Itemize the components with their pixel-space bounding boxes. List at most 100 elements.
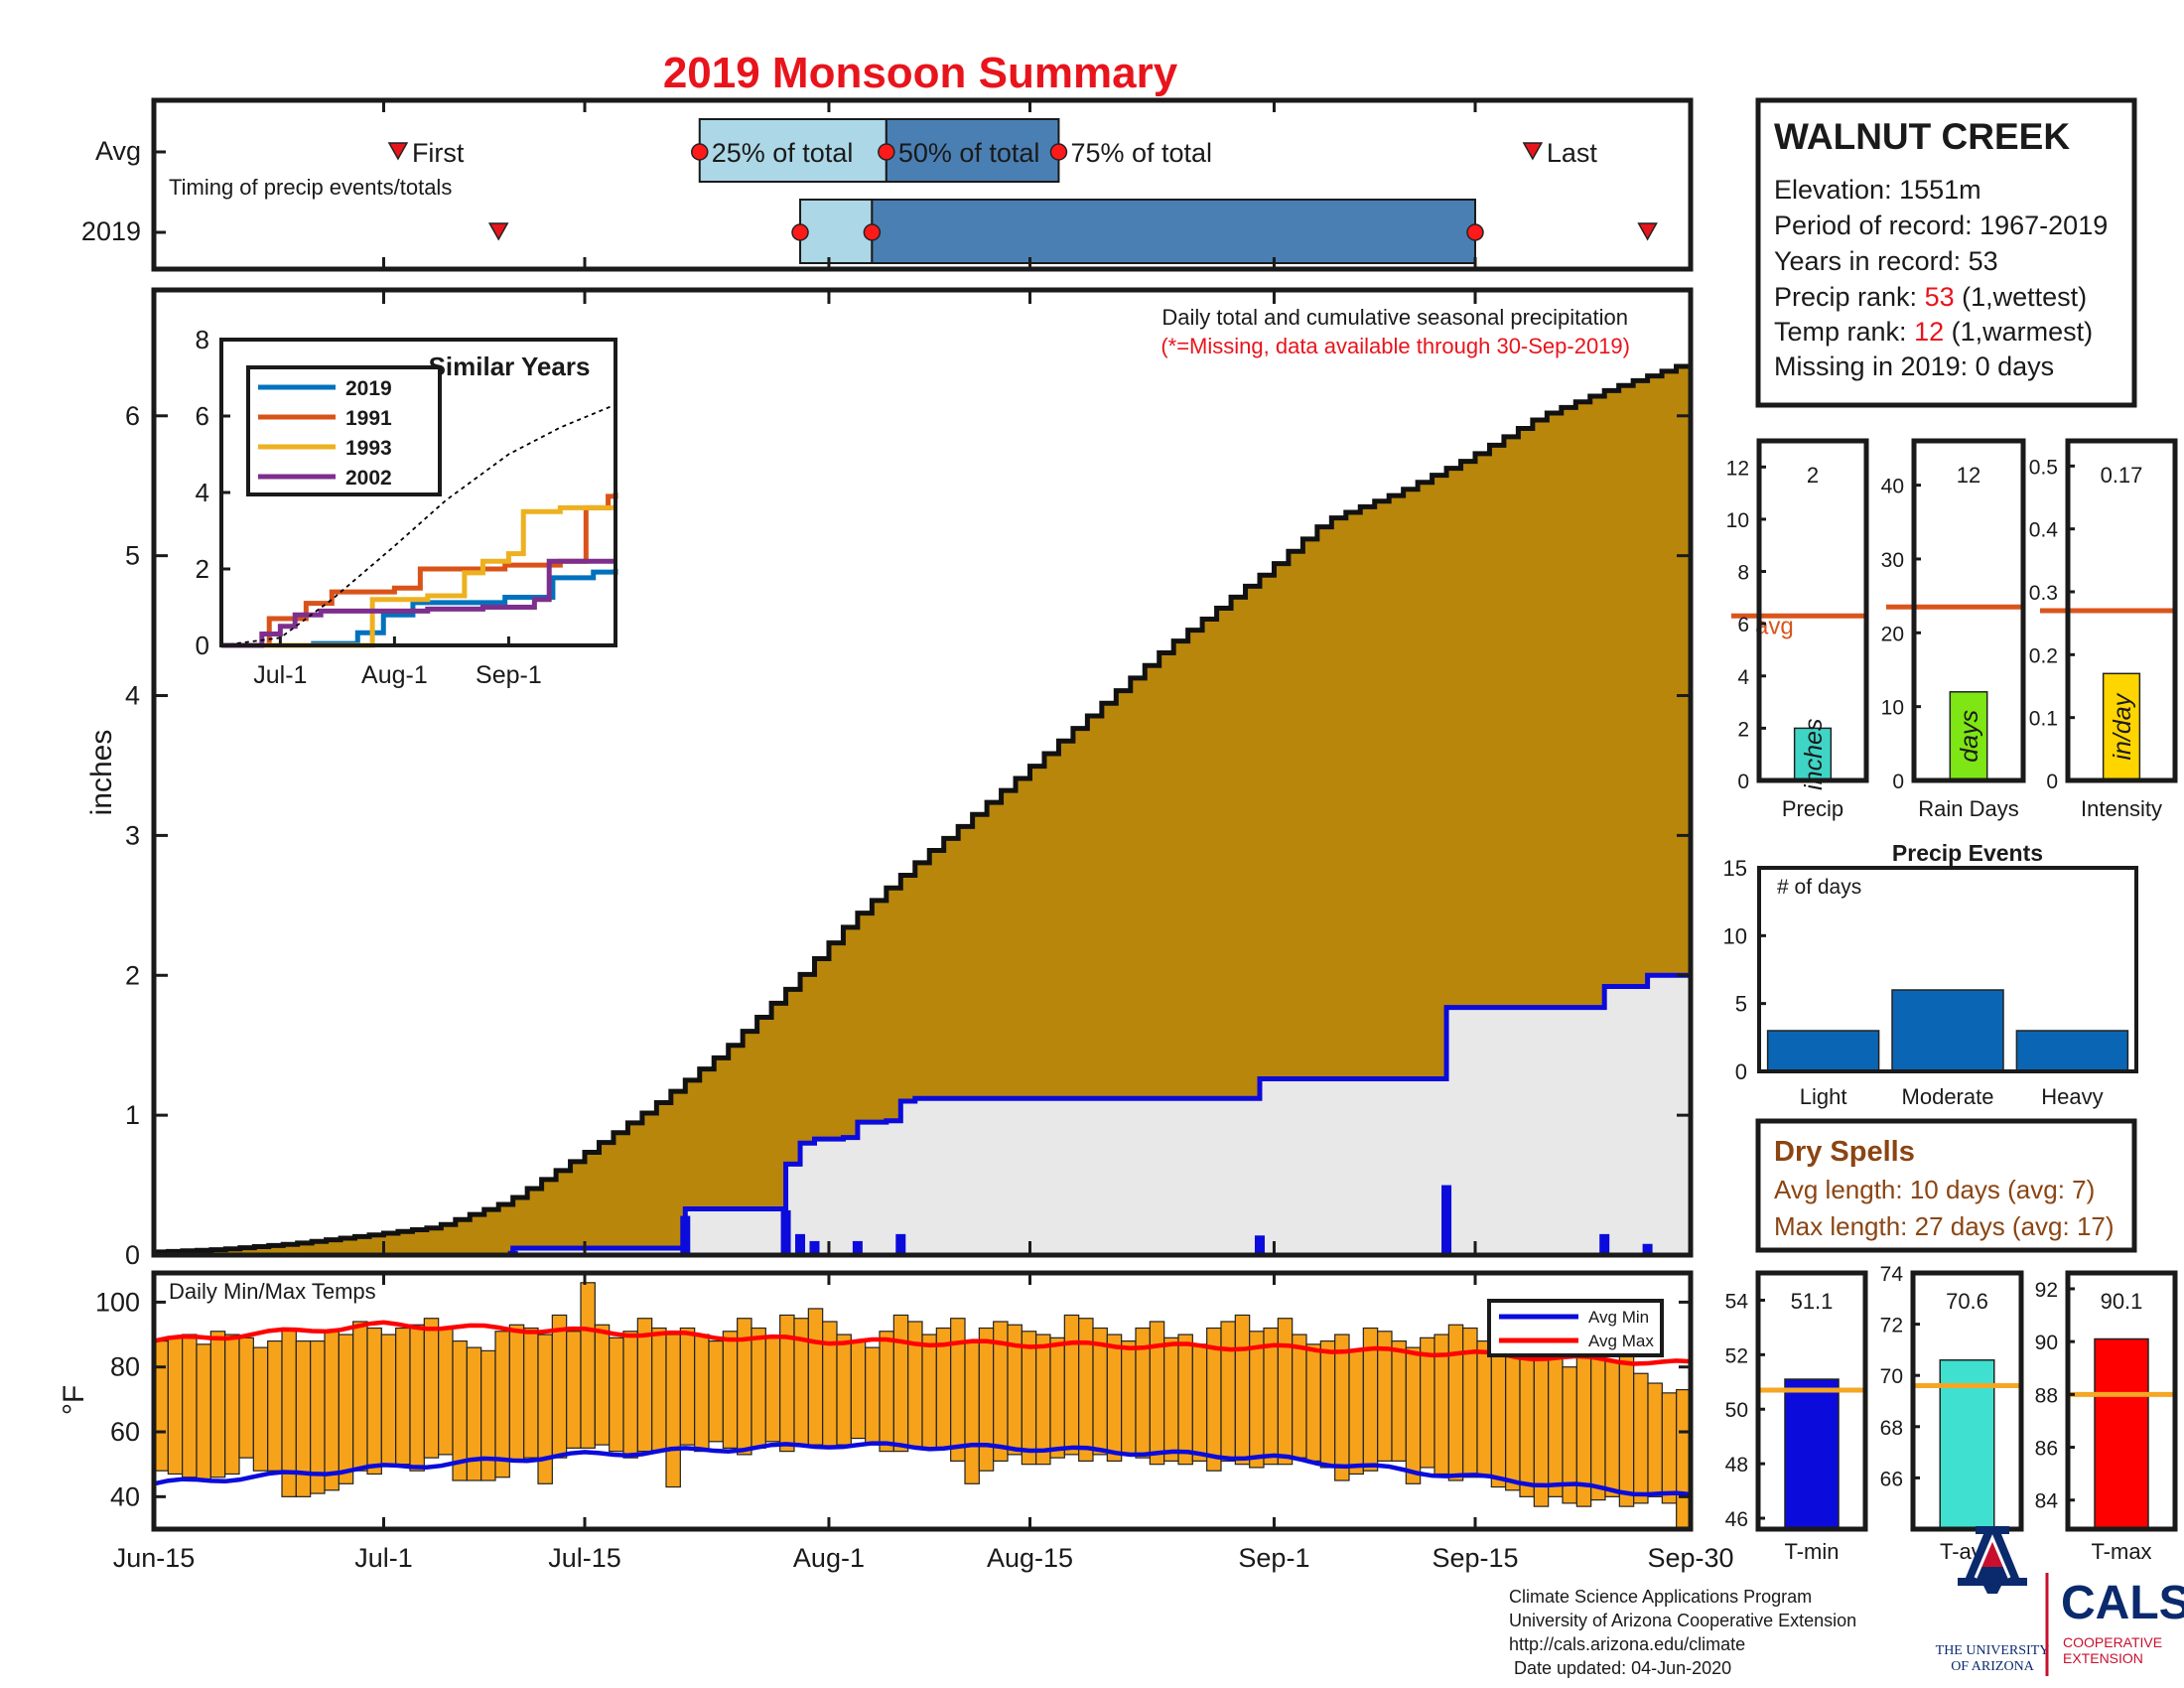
daily-temp-bar-103	[1618, 1353, 1635, 1507]
similar-years-inset: 0 2 4 6 8 Jul-1 Aug-1 Sep-1 Similar Years 2019 1…	[196, 325, 618, 689]
daily-temp-bar-38	[694, 1334, 710, 1453]
daily-temp-bar-82	[1319, 1339, 1336, 1469]
avg-25-50-box	[698, 118, 887, 183]
avg-first-marker	[387, 142, 409, 161]
temp-plot-area	[153, 1282, 1692, 1530]
daily-temp-bar-81	[1305, 1343, 1321, 1463]
footer-line-3: http://cals.arizona.edu/climate	[1509, 1634, 1745, 1654]
daily-temp-bar-26	[523, 1327, 539, 1459]
rain_days-ytick-label-30: 30	[1881, 549, 1904, 572]
tmax-ytick-label-86: 86	[2035, 1438, 2058, 1461]
tmin-bar	[1784, 1378, 1840, 1530]
temp-y-axis-label: °F	[58, 1385, 90, 1415]
daily-temp-bar-18	[409, 1324, 425, 1472]
precip-rank-prefix: Precip rank:	[1774, 282, 1925, 312]
precip-rank-suffix: (1,wettest)	[1955, 282, 2088, 312]
avg-50-75-box	[885, 118, 1060, 183]
event-label-light: Light	[1800, 1084, 1847, 1109]
timing-marks: First 25% of total 50% of total 75% of tota…	[154, 118, 1658, 264]
intensity-label: Intensity	[2081, 796, 2162, 821]
precip-ytick-label-12: 12	[1726, 457, 1749, 480]
precip-unit: inches	[1800, 719, 1828, 790]
daily-temp-bar-6	[238, 1336, 254, 1459]
event-label-moderate: Moderate	[1902, 1084, 1994, 1109]
main-ytick-label-3: 3	[125, 820, 140, 850]
intensity-unit: in/day	[2109, 692, 2136, 760]
temp-ytick-label-80: 80	[110, 1352, 140, 1382]
daily-temp-bar-29	[566, 1331, 582, 1449]
daily-temp-bar-51	[879, 1331, 894, 1453]
tmin-ytick-label-50: 50	[1725, 1399, 1748, 1422]
avg-25-marker	[691, 143, 709, 161]
footer-line-2: University of Arizona Cooperative Extens…	[1509, 1611, 1856, 1630]
station-period: Period of record: 1967-2019	[1774, 211, 2108, 240]
daily-temp-bar-33	[622, 1331, 638, 1459]
tmin-ytick-label-48: 48	[1725, 1454, 1748, 1477]
inset-average-line	[220, 403, 616, 646]
daily-precip-bar-8	[1441, 1185, 1452, 1255]
daily-temp-bar-70	[1149, 1321, 1165, 1466]
y2019-75-marker	[1466, 223, 1484, 241]
main-annotation-missing: (*=Missing, data available through 30-Se…	[1160, 334, 1630, 358]
avg-75-marker	[1049, 143, 1068, 161]
daily-temp-bar-80	[1292, 1334, 1307, 1459]
intensity-frame	[2065, 438, 2178, 783]
daily-temp-bar-39	[708, 1339, 724, 1443]
precip-ytick-label-8: 8	[1737, 562, 1749, 585]
tmax-bar	[2094, 1337, 2149, 1530]
daily-temp-bar-87	[1391, 1339, 1407, 1463]
legend-avg-max-label: Avg Max	[1588, 1332, 1654, 1350]
tavg-bar	[1939, 1358, 1995, 1530]
inset-ytick-label-4: 4	[196, 478, 209, 507]
rain_days-value: 12	[1957, 463, 1980, 488]
inset-legend-label-2019: 2019	[345, 377, 392, 400]
daily-temp-bar-95	[1505, 1353, 1521, 1491]
tmax-ytick-label-92: 92	[2035, 1279, 2058, 1302]
temp-ytick-label-60: 60	[110, 1417, 140, 1447]
footer-credits: Climate Science Applications Program Uni…	[1509, 1587, 1856, 1678]
precip-events-chart: Precip Events Light Moderate Heavy 0 5 10 15 #…	[1723, 840, 2138, 1109]
daily-temp-bar-96	[1519, 1346, 1535, 1497]
daily-precip-bar-10	[1642, 1243, 1653, 1255]
daily-temp-bar-62	[1035, 1334, 1051, 1466]
inset-ytick-label-0: 0	[196, 631, 209, 660]
events-ytick-label-10: 10	[1723, 923, 1747, 948]
avg-75-label: 75% of total	[1070, 138, 1212, 168]
daily-temp-bar-31	[594, 1324, 611, 1446]
daily-precip-bar-2	[780, 1209, 791, 1255]
inset-xtick-label-1: Aug-1	[361, 661, 428, 689]
daily-temp-bar-5	[224, 1334, 240, 1476]
y2019-first-marker	[487, 222, 509, 241]
daily-temp-bar-53	[907, 1321, 923, 1449]
tavg-ytick-label-68: 68	[1880, 1417, 1903, 1440]
daily-temp-bar-72	[1177, 1334, 1193, 1466]
precip-ytick-label-0: 0	[1737, 771, 1749, 793]
date-tick-label-7: Sep-30	[1647, 1543, 1733, 1573]
daily-temp-bar-76	[1234, 1314, 1251, 1466]
precip-frame	[1756, 438, 1869, 783]
event-bar-moderate	[1891, 989, 2004, 1072]
avg-50-label: 50% of total	[898, 138, 1040, 168]
rain_days-bar	[1949, 691, 1988, 781]
y2019-25-50-box	[799, 199, 874, 264]
cals-extension: EXTENSION	[2063, 1650, 2143, 1666]
precip-ytick-label-4: 4	[1737, 666, 1749, 689]
inset-legend-label-1993: 1993	[345, 437, 392, 460]
daily-precip-bar-9	[1599, 1233, 1610, 1255]
tavg-ytick-label-70: 70	[1880, 1365, 1903, 1388]
daily-temp-bar-46	[807, 1308, 824, 1446]
temp-ytick-label-40: 40	[110, 1481, 140, 1511]
station-box-frame	[1755, 97, 2137, 408]
inset-legend-label-2002: 2002	[345, 467, 392, 490]
daily-temp-bar-56	[950, 1318, 966, 1463]
rain_days-unit: days	[1956, 710, 1983, 763]
tmax-ytick-label-88: 88	[2035, 1384, 2058, 1407]
daily-temp-bar-47	[822, 1321, 838, 1449]
daily-temp-bar-43	[764, 1336, 781, 1443]
university-of-arizona-logo: THE UNIVERSITY OF ARIZONA CALS COOPERATI…	[1936, 1526, 2184, 1676]
daily-temp-bar-97	[1533, 1336, 1550, 1507]
daily-temp-bar-67	[1106, 1334, 1123, 1463]
station-missing: Missing in 2019: 0 days	[1774, 352, 2054, 381]
daily-temp-bar-7	[252, 1346, 269, 1472]
